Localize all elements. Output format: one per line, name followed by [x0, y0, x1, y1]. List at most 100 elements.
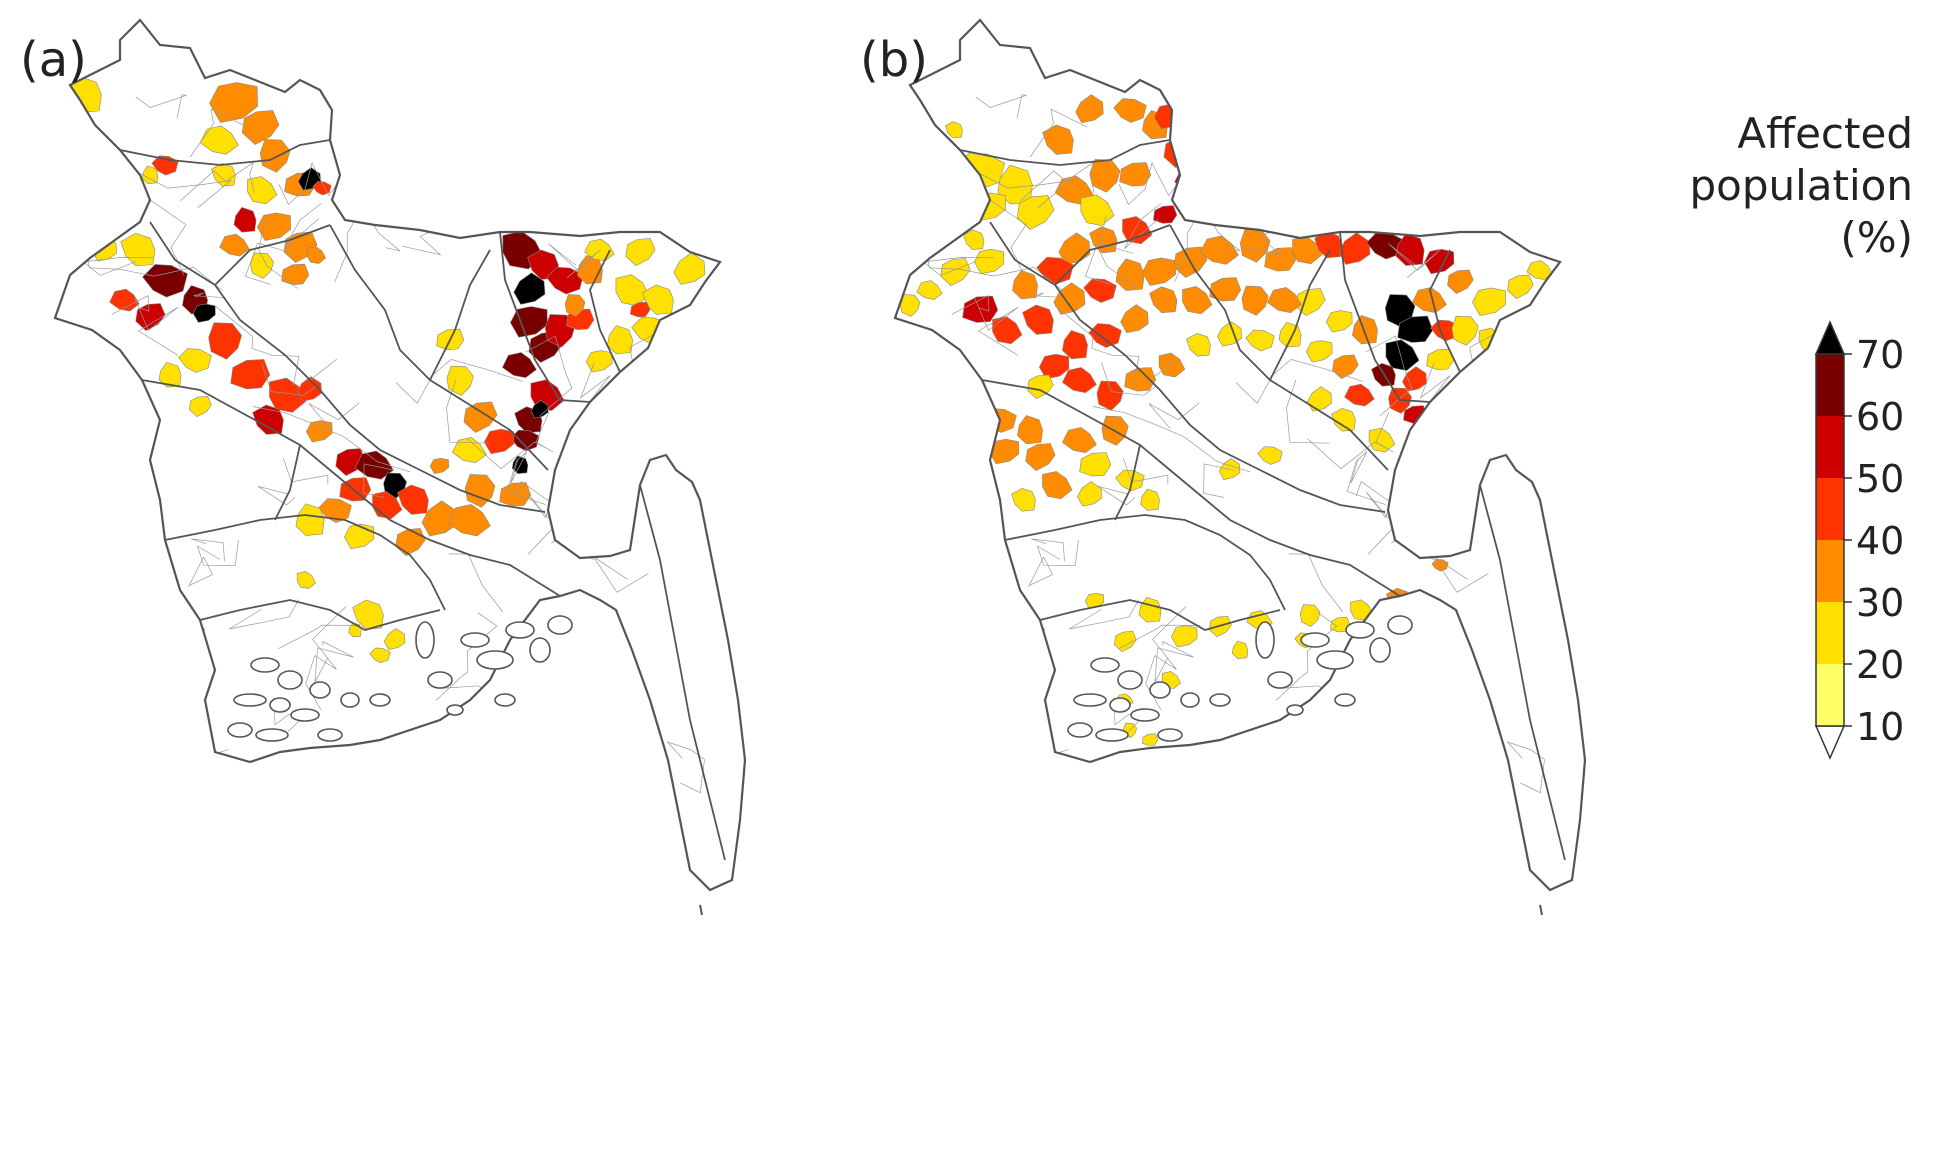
district-fill — [1113, 630, 1137, 653]
district-fill — [607, 325, 633, 355]
district-fill — [188, 395, 212, 418]
district-fill — [429, 457, 450, 474]
colorbar-bin — [1816, 416, 1844, 478]
district-fill — [1113, 98, 1147, 123]
delta-islands — [1067, 615, 1413, 742]
district-fill — [1053, 282, 1086, 315]
district-fill — [1140, 488, 1160, 511]
district-boundaries — [119, 139, 726, 861]
district-fill — [625, 238, 656, 266]
district-fill — [1017, 415, 1043, 445]
district-fill — [1307, 386, 1332, 412]
district-fill — [1182, 286, 1213, 315]
district-fill — [395, 528, 426, 556]
colorbar-bin — [1816, 540, 1844, 602]
district-layer — [63, 76, 706, 664]
district-fill — [1119, 162, 1152, 187]
district-fill — [1186, 332, 1211, 357]
district-fill — [1012, 270, 1038, 300]
country-fill — [55, 20, 745, 890]
district-fill — [233, 206, 257, 233]
district-fill — [1332, 354, 1359, 379]
district-fill — [1395, 233, 1425, 266]
district-fill — [1451, 315, 1479, 346]
district-fill — [502, 352, 537, 379]
district-fill — [141, 165, 159, 185]
district-fill — [318, 498, 352, 523]
colorbar-bin — [1816, 664, 1844, 726]
island-mark — [699, 904, 703, 916]
district-fill — [1388, 499, 1410, 520]
district-fill — [962, 295, 999, 323]
district-fill — [1526, 260, 1553, 280]
colorbar-tick-label: 70 — [1856, 333, 1904, 377]
colorbar-tick-label: 50 — [1856, 457, 1904, 501]
district-fill — [192, 303, 216, 323]
district-fill — [997, 164, 1033, 205]
district-fill — [1153, 103, 1185, 130]
district-fill — [1027, 374, 1054, 399]
district-fill — [1174, 184, 1196, 207]
district-fill — [397, 484, 429, 515]
colorbar-tick-label: 20 — [1856, 643, 1904, 687]
island-mark — [1539, 904, 1543, 916]
district-fill — [1011, 487, 1036, 512]
district-fill — [564, 294, 586, 317]
district-fill — [1385, 339, 1420, 371]
colorbar-under-arrow — [1814, 725, 1846, 760]
district-fill — [158, 361, 182, 388]
district-fill — [447, 504, 491, 537]
district-fill — [219, 233, 250, 257]
district-fill — [1325, 310, 1353, 333]
district-fill — [230, 359, 271, 390]
district-fill — [988, 438, 1020, 465]
district-fill — [354, 450, 394, 480]
district-fill — [483, 428, 515, 455]
district-fill — [306, 246, 326, 264]
district-fill — [1267, 287, 1302, 314]
district-fill — [642, 284, 674, 315]
district-fill — [1447, 269, 1474, 294]
country-outline — [893, 18, 1587, 892]
district-fill — [109, 288, 140, 312]
district-fill — [1431, 558, 1449, 572]
district-fill — [992, 316, 1023, 345]
colorbar-bin — [1816, 602, 1844, 664]
district-fill — [530, 400, 549, 419]
district-fill — [1264, 247, 1297, 272]
district-fill — [1025, 443, 1056, 471]
district-fill — [1062, 330, 1088, 360]
district-fill — [1245, 329, 1275, 352]
district-fill — [1062, 427, 1097, 454]
district-boundaries — [959, 139, 1566, 861]
district-fill — [464, 474, 496, 508]
district-fill — [1158, 352, 1186, 378]
colorbar-bin — [1816, 354, 1844, 416]
district-fill — [209, 82, 258, 123]
district-fill — [1329, 616, 1351, 633]
district-fill — [1062, 367, 1097, 394]
district-fill — [1366, 231, 1404, 260]
district-fill — [446, 365, 474, 396]
map-panel-a: (a) — [0, 0, 900, 1164]
delta-islands — [227, 615, 573, 742]
map-b — [893, 18, 1587, 916]
district-fill — [913, 151, 956, 195]
colorbar: 10 20 30 40 50 60 70 — [1814, 320, 1904, 760]
district-fill — [1368, 427, 1396, 453]
district-fill — [1042, 124, 1074, 155]
district-fill — [199, 125, 239, 155]
district-fill — [1083, 278, 1117, 303]
district-fill — [257, 212, 291, 241]
district-fill — [1054, 175, 1094, 205]
district-fill — [945, 121, 963, 139]
district-fill — [1507, 274, 1534, 299]
district-fill — [1149, 286, 1178, 314]
colorbar-bin — [1816, 478, 1844, 540]
district-fill — [1170, 625, 1198, 648]
district-fill — [1305, 340, 1333, 363]
district-fill — [1079, 452, 1112, 477]
legend-title-line-2: population — [1689, 161, 1914, 210]
district-fill — [973, 248, 1005, 275]
district-fill — [1075, 94, 1104, 124]
